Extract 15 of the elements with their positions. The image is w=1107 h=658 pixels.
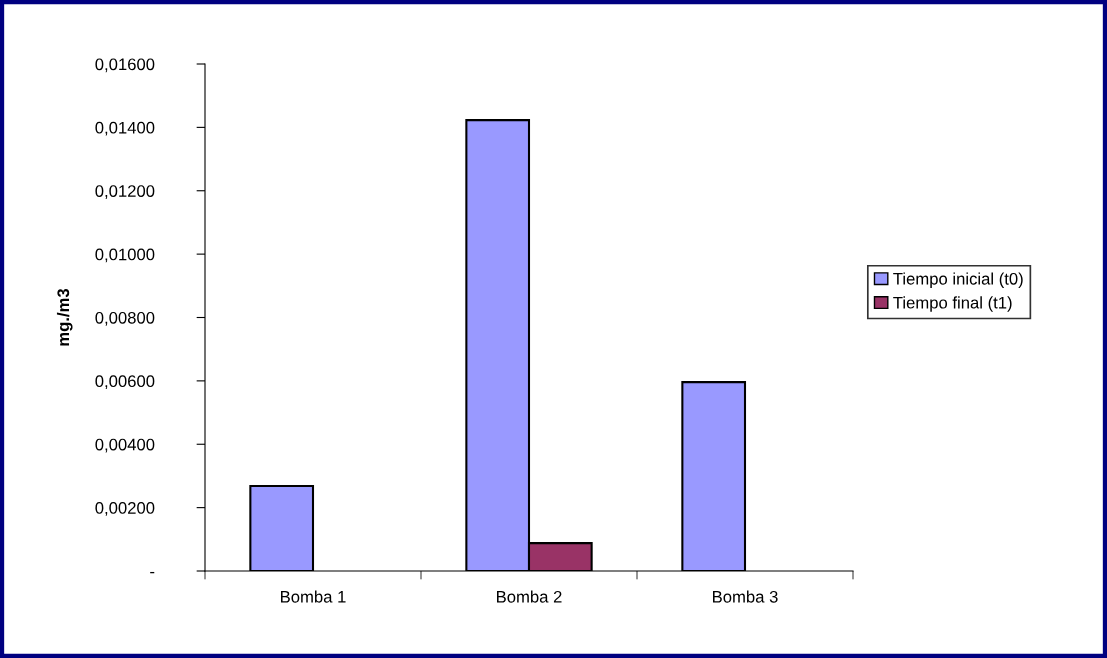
y-tick-label: - <box>150 571 155 574</box>
legend-label: Tiempo final (t1) <box>893 296 1012 312</box>
y-tick-label: 0,01400 <box>95 121 155 136</box>
y-tick-label: 0,00800 <box>95 311 155 326</box>
y-tick-label: 0,00400 <box>95 438 155 453</box>
x-tick-label: Bomba 3 <box>713 590 778 603</box>
y-tick-label: 0,01000 <box>95 248 155 263</box>
legend-label: Tiempo inicial (t0) <box>893 272 1023 288</box>
y-tick-label: 0,00600 <box>95 375 155 390</box>
y-tick-label: 0,01200 <box>95 185 155 199</box>
y-tick-label: 0,01600 <box>95 58 155 73</box>
y-tick-label: 0,00200 <box>95 502 155 516</box>
x-tick-label: Bomba 2 <box>497 590 562 603</box>
x-tick-label: Bomba 1 <box>281 590 346 603</box>
y-axis-title: mg./m3 <box>56 288 73 346</box>
